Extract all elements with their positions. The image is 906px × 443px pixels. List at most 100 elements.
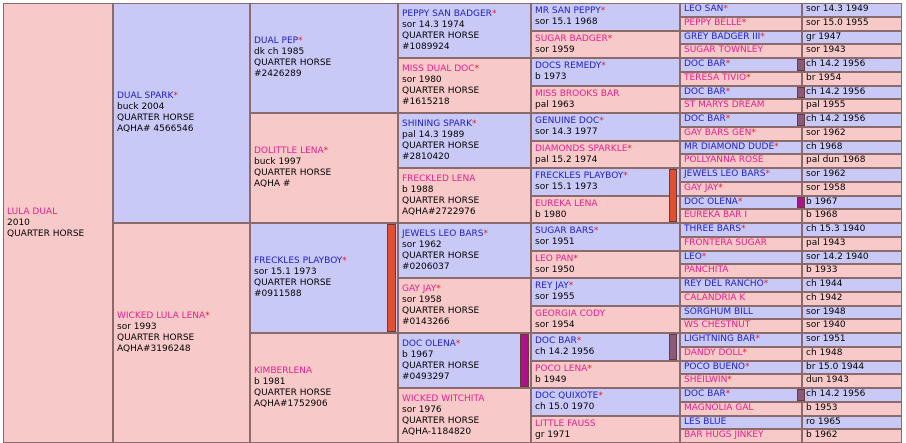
horse-name-text[interactable]: DOC BAR bbox=[684, 114, 726, 124]
ancestor-name-link[interactable]: SORGHUM BILL bbox=[684, 307, 753, 317]
horse-name-text[interactable]: THREE BARS bbox=[684, 224, 742, 234]
horse-name-text[interactable]: DUAL PEP bbox=[254, 36, 299, 46]
horse-name-text[interactable]: SUGAR BADGER bbox=[535, 33, 608, 44]
ancestor-name-link[interactable]: DUAL PEP* bbox=[254, 36, 394, 47]
horse-name-text[interactable]: POCO BUENO bbox=[684, 361, 746, 372]
ancestor-name-link[interactable]: GAY BARS GEN* bbox=[684, 128, 756, 138]
ancestor-name-link[interactable]: FRECKLES PLAYBOY* bbox=[254, 256, 394, 267]
horse-name-text[interactable]: LES BLUE bbox=[684, 416, 727, 427]
ancestor-name-link[interactable]: EUREKA BAR I bbox=[684, 210, 747, 220]
horse-name-text[interactable]: REY DEL RANCHO bbox=[684, 279, 764, 289]
ancestor-name-link[interactable]: MISS BROOKS BAR bbox=[535, 89, 676, 100]
horse-name-text[interactable]: CALANDRIA K bbox=[684, 292, 746, 303]
ancestor-name-link[interactable]: BAR HUGS JINKEY bbox=[684, 430, 763, 440]
ancestor-name-link[interactable]: DIAMONDS SPARKLE* bbox=[535, 144, 676, 155]
horse-name-text[interactable]: BAR HUGS JINKEY bbox=[684, 430, 764, 441]
ancestor-name-link[interactable]: POLLYANNA ROSE bbox=[684, 155, 764, 165]
ancestor-name-link[interactable]: REY JAY* bbox=[535, 281, 676, 292]
horse-name-text[interactable]: DIAMONDS SPARKLE bbox=[535, 143, 628, 154]
horse-name-text[interactable]: GREY BADGER III bbox=[684, 31, 761, 42]
ancestor-name-link[interactable]: MR SAN PEPPY* bbox=[535, 6, 676, 17]
ancestor-name-link[interactable]: DOC BAR* bbox=[684, 59, 730, 69]
horse-name-text[interactable]: PEPPY SAN BADGER bbox=[402, 8, 492, 19]
horse-name-text[interactable]: TERESA TIVIO bbox=[684, 72, 747, 83]
ancestor-name-link[interactable]: POCO BUENO* bbox=[684, 362, 750, 372]
horse-name-text[interactable]: SUGAR TOWNLEY bbox=[684, 45, 763, 56]
horse-name-text[interactable]: MR DIAMOND DUDE bbox=[684, 141, 775, 152]
ancestor-name-link[interactable]: PEPPY SAN BADGER* bbox=[402, 9, 527, 20]
horse-name-text[interactable]: DOC BAR bbox=[684, 389, 726, 399]
horse-name-text[interactable]: MAGNOLIA GAL bbox=[684, 402, 754, 413]
ancestor-name-link[interactable]: LITTLE FAUSS bbox=[535, 419, 676, 430]
ancestor-name-link[interactable]: WS CHESTNUT bbox=[684, 320, 750, 330]
ancestor-name-link[interactable]: DOC OLENA* bbox=[684, 197, 742, 207]
horse-name-text[interactable]: PEPPY BELLE bbox=[684, 17, 742, 28]
horse-name-text[interactable]: DOC BAR bbox=[535, 336, 577, 346]
horse-name-text[interactable]: SORGHUM BILL bbox=[684, 306, 753, 317]
ancestor-name-link[interactable]: WICKED WITCHITA bbox=[402, 394, 527, 405]
horse-name-text[interactable]: LIGHTNING BAR bbox=[684, 334, 756, 344]
ancestor-name-link[interactable]: SUGAR BARS* bbox=[535, 226, 676, 237]
horse-name-text[interactable]: FRECKLES PLAYBOY bbox=[535, 171, 624, 181]
horse-name-text[interactable]: DANDY DOLL bbox=[684, 347, 743, 358]
ancestor-name-link[interactable]: LEO PAN* bbox=[535, 254, 676, 265]
horse-name-text[interactable]: FRONTERA SUGAR bbox=[684, 237, 768, 248]
horse-name-text[interactable]: GAY BARS GEN bbox=[684, 127, 752, 138]
horse-name-text[interactable]: POLLYANNA ROSE bbox=[684, 155, 764, 166]
ancestor-name-link[interactable]: MISS DUAL DOC* bbox=[402, 64, 527, 75]
subject-name[interactable]: LULA DUAL bbox=[7, 206, 58, 217]
horse-name-text[interactable]: ST MARYS DREAM bbox=[684, 100, 765, 111]
horse-name-text[interactable]: DOC BAR bbox=[684, 86, 726, 97]
horse-name-text[interactable]: SUGAR BARS bbox=[535, 226, 594, 236]
horse-name-text[interactable]: JEWELS LEO BARS bbox=[402, 228, 484, 239]
ancestor-name-link[interactable]: JEWELS LEO BARS* bbox=[402, 229, 527, 240]
horse-name-text[interactable]: DOC OLENA bbox=[402, 338, 456, 349]
ancestor-name-link[interactable]: DOCS REMEDY* bbox=[535, 61, 676, 72]
ancestor-name-link[interactable]: LEO SAN* bbox=[684, 4, 728, 14]
ancestor-name-link[interactable]: DOC OLENA* bbox=[402, 339, 527, 350]
horse-name-text[interactable]: EUREKA LENA bbox=[535, 198, 598, 209]
ancestor-name-link[interactable]: SUGAR BADGER* bbox=[535, 34, 676, 45]
ancestor-name-link[interactable]: KIMBERLENA bbox=[254, 366, 394, 377]
ancestor-name-link[interactable]: POCO LENA* bbox=[535, 364, 676, 375]
ancestor-name-link[interactable]: LES BLUE bbox=[684, 417, 726, 427]
ancestor-name-link[interactable]: GENUINE DOC* bbox=[535, 116, 676, 127]
horse-name-text[interactable]: DOLITTLE LENA bbox=[254, 146, 324, 156]
ancestor-name-link[interactable]: FRONTERA SUGAR bbox=[684, 238, 767, 248]
ancestor-name-link[interactable]: DUAL SPARK* bbox=[117, 91, 246, 102]
ancestor-name-link[interactable]: LEO* bbox=[684, 252, 706, 262]
horse-name-text[interactable]: MISS BROOKS BAR bbox=[535, 88, 620, 99]
ancestor-name-link[interactable]: THREE BARS* bbox=[684, 224, 746, 234]
ancestor-name-link[interactable]: SHINING SPARK* bbox=[402, 119, 527, 130]
horse-name-text[interactable]: WICKED WITCHITA bbox=[402, 393, 485, 404]
ancestor-name-link[interactable]: PEPPY BELLE* bbox=[684, 18, 746, 28]
ancestor-name-link[interactable]: FRECKLED LENA bbox=[402, 174, 527, 185]
ancestor-name-link[interactable]: TERESA TIVIO* bbox=[684, 73, 751, 83]
ancestor-name-link[interactable]: DOC BAR* bbox=[535, 336, 676, 347]
horse-name-text[interactable]: EUREKA BAR I bbox=[684, 210, 748, 221]
horse-name-text[interactable]: DOCS REMEDY bbox=[535, 61, 602, 71]
ancestor-name-link[interactable]: GAY JAY* bbox=[402, 284, 527, 295]
horse-name-text[interactable]: LEO SAN bbox=[684, 4, 724, 14]
ancestor-name-link[interactable]: LIGHTNING BAR* bbox=[684, 334, 760, 344]
ancestor-name-link[interactable]: MR DIAMOND DUDE* bbox=[684, 142, 779, 152]
horse-name-text[interactable]: SHINING SPARK bbox=[402, 118, 472, 129]
horse-name-text[interactable]: GAY JAY bbox=[684, 182, 719, 193]
ancestor-name-link[interactable]: ST MARYS DREAM bbox=[684, 100, 765, 110]
ancestor-name-link[interactable]: SUGAR TOWNLEY bbox=[684, 45, 763, 55]
ancestor-name-link[interactable]: DOLITTLE LENA* bbox=[254, 146, 394, 157]
ancestor-name-link[interactable]: GREY BADGER III* bbox=[684, 32, 765, 42]
ancestor-name-link[interactable]: WICKED LULA LENA* bbox=[117, 311, 246, 322]
horse-name-text[interactable]: LEO bbox=[684, 251, 702, 262]
ancestor-name-link[interactable]: DOC BAR* bbox=[684, 114, 730, 124]
ancestor-name-link[interactable]: MAGNOLIA GAL bbox=[684, 403, 753, 413]
ancestor-name-link[interactable]: GAY JAY* bbox=[684, 183, 723, 193]
horse-name-text[interactable]: DOC OLENA bbox=[684, 196, 738, 207]
ancestor-name-link[interactable]: JEWELS LEO BARS* bbox=[684, 169, 770, 179]
ancestor-name-link[interactable]: DOC BAR* bbox=[684, 389, 730, 399]
horse-name-text[interactable]: SHEILWIN bbox=[684, 375, 728, 386]
ancestor-name-link[interactable]: DANDY DOLL* bbox=[684, 348, 747, 358]
horse-name-text[interactable]: LEO PAN bbox=[535, 253, 574, 264]
horse-name-text[interactable]: GAY JAY bbox=[402, 283, 437, 294]
horse-name-text[interactable]: KIMBERLENA bbox=[254, 366, 313, 376]
